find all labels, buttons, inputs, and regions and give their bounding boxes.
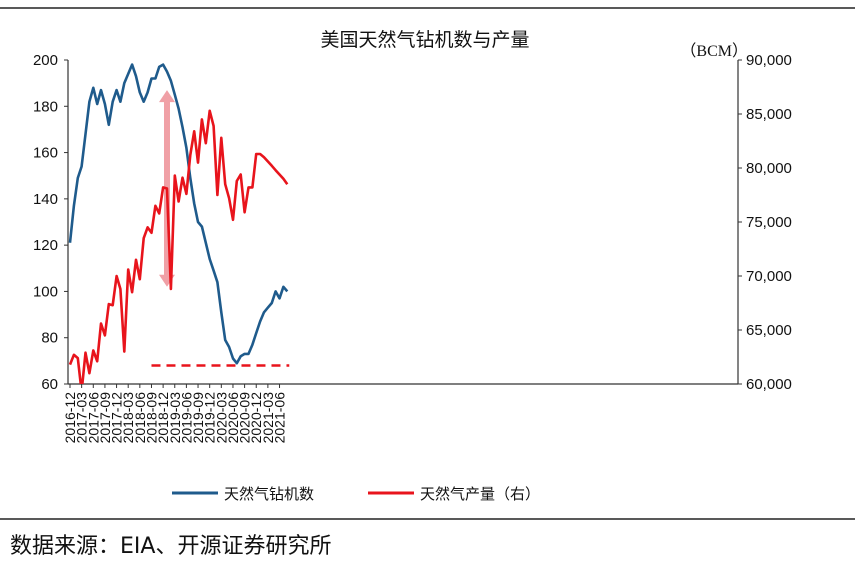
x-tick-label: 2020-06: [225, 392, 241, 444]
y2-tick-label: 70,000: [746, 268, 792, 285]
legend-label: 天然气钻机数: [224, 485, 314, 503]
y2-tick-label: 60,000: [746, 376, 792, 393]
x-tick-label: 2018-03: [120, 392, 136, 444]
x-tick-label: 2020-12: [248, 392, 264, 444]
y2-tick-label: 80,000: [746, 160, 792, 177]
series-line-rig-count: [68, 63, 289, 365]
y2-unit-label: （BCM）: [680, 42, 748, 60]
x-tick-label: 2016-12: [62, 392, 78, 444]
x-tick-label: 2019-09: [190, 392, 206, 444]
x-tick-label: 2021-06: [272, 392, 288, 444]
y-tick-label: 160: [33, 145, 58, 162]
x-tick-label: 2017-09: [97, 392, 113, 444]
source-note: 数据来源：EIA、开源证券研究所: [10, 534, 332, 559]
x-tick-label: 2020-03: [213, 392, 229, 444]
y2-tick-label: 90,000: [746, 52, 792, 69]
x-tick-label: 2018-06: [132, 392, 148, 444]
y-axis-ticks: 200 180 160 140 120 100 80 60: [33, 52, 68, 393]
y2-tick-label: 75,000: [746, 214, 792, 231]
y-tick-label: 140: [33, 191, 58, 208]
y-tick-label: 60: [41, 376, 58, 393]
x-tick-label: 2021-03: [260, 392, 276, 444]
legend: 天然气钻机数 天然气产量（右）: [172, 485, 540, 503]
x-tick-label: 2017-03: [74, 392, 90, 444]
x-tick-label: 2019-03: [167, 392, 183, 444]
x-tick-label: 2017-12: [109, 392, 125, 444]
y-tick-label: 80: [41, 330, 58, 347]
y-tick-label: 180: [33, 98, 58, 115]
double-arrow-head-top: [159, 90, 175, 103]
y-tick-label: 200: [33, 52, 58, 69]
x-axis-ticks: 2016-122017-032017-062017-092017-122018-…: [62, 384, 288, 443]
legend-label: 天然气产量（右）: [420, 485, 540, 503]
x-tick-label: 2017-06: [85, 392, 101, 444]
y2-tick-label: 85,000: [746, 106, 792, 123]
plot-area: [68, 63, 290, 384]
y2-tick-label: 65,000: [746, 322, 792, 339]
y-tick-label: 100: [33, 283, 58, 300]
x-tick-label: 2018-12: [155, 392, 171, 444]
y-tick-label: 120: [33, 237, 58, 254]
series-line-production: [68, 109, 289, 384]
x-tick-label: 2020-09: [237, 392, 253, 444]
chart-title: 美国天然气钻机数与产量: [320, 29, 529, 51]
x-tick-label: 2018-09: [143, 392, 159, 444]
x-tick-label: 2019-12: [202, 392, 218, 444]
x-tick-label: 2019-06: [178, 392, 194, 444]
y2-axis-ticks: 90,000 85,000 80,000 75,000 70,000 65,000 60,0…: [738, 52, 792, 393]
